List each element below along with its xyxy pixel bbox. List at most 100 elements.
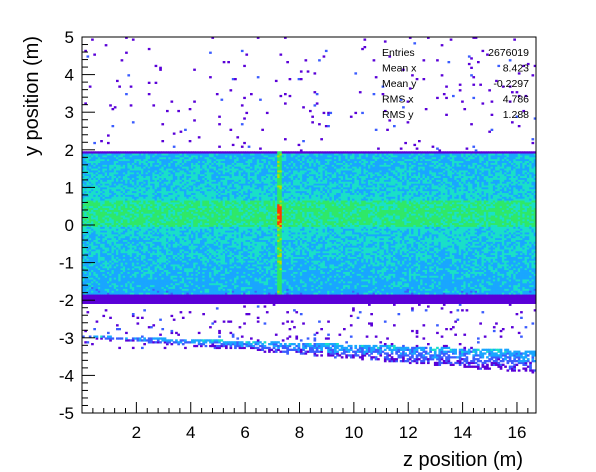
heatmap-cell bbox=[116, 160, 119, 163]
heatmap-cell bbox=[136, 286, 140, 289]
heatmap-cell bbox=[197, 181, 201, 184]
heatmap-cell bbox=[109, 250, 112, 254]
heatmap-cell bbox=[125, 153, 128, 156]
heatmap-cell bbox=[172, 209, 176, 212]
heatmap-cell bbox=[181, 170, 185, 173]
heatmap-cell bbox=[109, 213, 112, 216]
heatmap-cell bbox=[141, 222, 144, 225]
heatmap-cell bbox=[102, 175, 106, 178]
heatmap-cell bbox=[102, 281, 106, 284]
heatmap-cell bbox=[86, 249, 90, 252]
heatmap-cell bbox=[147, 288, 151, 291]
heatmap-cell bbox=[136, 158, 140, 162]
heatmap-cell bbox=[172, 277, 176, 280]
heatmap-cell bbox=[95, 237, 99, 241]
heatmap-cell bbox=[168, 297, 171, 301]
heatmap-cell bbox=[168, 196, 171, 199]
heatmap-cell bbox=[113, 282, 117, 286]
heatmap-cell bbox=[131, 279, 135, 282]
heatmap-cell bbox=[202, 294, 205, 297]
heatmap-cell bbox=[184, 219, 187, 222]
heatmap-cell bbox=[161, 164, 165, 167]
heatmap-cell bbox=[122, 273, 126, 276]
heatmap-cell bbox=[97, 284, 101, 288]
heatmap-cell bbox=[125, 232, 128, 235]
heatmap-cell bbox=[177, 209, 180, 212]
heatmap-cell bbox=[82, 228, 85, 231]
heatmap-cell bbox=[138, 286, 142, 289]
heatmap-cell bbox=[86, 290, 90, 293]
heatmap-cell bbox=[125, 155, 128, 158]
heatmap-cell bbox=[95, 160, 99, 163]
heatmap-cell bbox=[138, 156, 142, 160]
heatmap-cell bbox=[111, 243, 115, 246]
heatmap-cell bbox=[100, 177, 103, 180]
heatmap-cell bbox=[131, 205, 135, 209]
heatmap-cell bbox=[138, 177, 142, 180]
heatmap-cell bbox=[197, 277, 201, 280]
heatmap-cell bbox=[93, 241, 96, 244]
heatmap-cell bbox=[147, 271, 151, 274]
heatmap-cell bbox=[156, 237, 160, 241]
heatmap-cell bbox=[179, 194, 183, 197]
heatmap-cell bbox=[88, 260, 92, 263]
heatmap-cell bbox=[161, 190, 165, 194]
heatmap-cell bbox=[107, 281, 110, 284]
heatmap-cell bbox=[100, 222, 103, 225]
heatmap-cell bbox=[141, 153, 144, 156]
heatmap-cell bbox=[97, 209, 101, 212]
heatmap-cell bbox=[193, 241, 196, 244]
heatmap-cell bbox=[127, 260, 131, 263]
heatmap-cell bbox=[118, 228, 121, 231]
heatmap-cell bbox=[163, 217, 167, 220]
heatmap-cell bbox=[154, 215, 158, 218]
heatmap-cell bbox=[111, 173, 115, 177]
heatmap-cell bbox=[197, 170, 201, 173]
heatmap-cell bbox=[118, 162, 121, 165]
heatmap-cell bbox=[91, 275, 94, 278]
heatmap-cell bbox=[163, 297, 167, 301]
heatmap-cell bbox=[131, 166, 135, 169]
heatmap-cell bbox=[152, 196, 156, 199]
heatmap-cell bbox=[82, 301, 85, 304]
heatmap-cell bbox=[120, 241, 124, 244]
heatmap-cell bbox=[204, 292, 208, 295]
heatmap-cell bbox=[168, 166, 171, 169]
heatmap-cell bbox=[161, 297, 165, 301]
heatmap-cell bbox=[109, 241, 112, 244]
heatmap-cell bbox=[95, 217, 99, 220]
heatmap-cell bbox=[84, 211, 87, 214]
heatmap-cell bbox=[154, 158, 158, 162]
heatmap-cell bbox=[197, 164, 201, 167]
heatmap-cell bbox=[107, 226, 110, 229]
heatmap-cell bbox=[143, 164, 146, 167]
heatmap-cell bbox=[109, 235, 112, 239]
heatmap-cell bbox=[161, 185, 165, 188]
heatmap-cell bbox=[97, 183, 101, 186]
heatmap-cell bbox=[120, 166, 124, 169]
heatmap-cell bbox=[113, 185, 117, 188]
heatmap-cell bbox=[111, 292, 115, 295]
heatmap-cell bbox=[111, 256, 115, 259]
heatmap-cell bbox=[134, 271, 137, 274]
heatmap-cell bbox=[109, 288, 112, 291]
heatmap-cell bbox=[91, 239, 94, 242]
heatmap-cell bbox=[152, 220, 156, 224]
heatmap-cell bbox=[161, 170, 165, 173]
heatmap-cell bbox=[134, 209, 137, 212]
heatmap-cell bbox=[213, 245, 217, 248]
heatmap-cell bbox=[88, 162, 92, 165]
heatmap-cell bbox=[120, 185, 124, 188]
heatmap-cell bbox=[104, 211, 108, 214]
heatmap-cell bbox=[143, 254, 146, 257]
heatmap-cell bbox=[211, 187, 215, 190]
heatmap-cell bbox=[145, 224, 149, 227]
heatmap-cell bbox=[213, 170, 217, 173]
heatmap-cell bbox=[134, 175, 137, 178]
heatmap-cell bbox=[84, 155, 87, 158]
heatmap-cell bbox=[118, 296, 121, 299]
heatmap-cell bbox=[206, 284, 210, 288]
heatmap-cell bbox=[166, 260, 169, 263]
heatmap-cell bbox=[93, 245, 96, 248]
heatmap-cell bbox=[111, 211, 115, 214]
